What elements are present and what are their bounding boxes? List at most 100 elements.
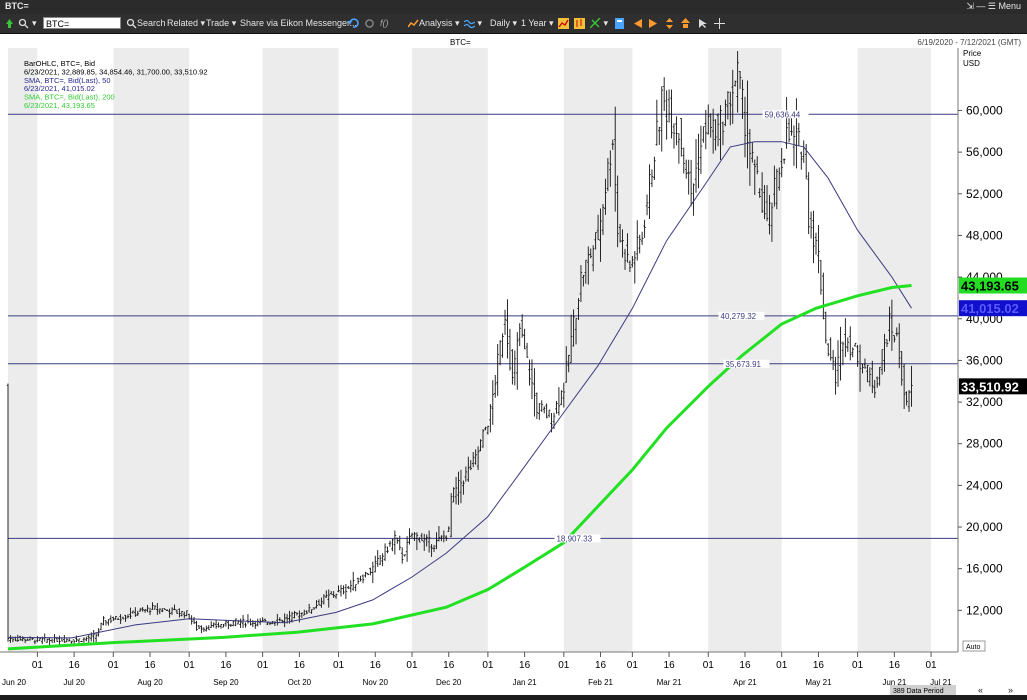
chart-svg[interactable]: 59,636.44 40,279.32 35,673.91 18,907.33 BTC…	[0, 34, 1027, 695]
x-tick-label: 01	[558, 660, 570, 671]
back-nav-icon[interactable]	[4, 17, 15, 30]
month-band	[8, 48, 38, 652]
menu-icon[interactable]: ☰	[987, 1, 996, 11]
legend-entry: BarOHLC, BTC=, Bid	[24, 59, 95, 68]
hline-label: 35,673.91	[725, 360, 761, 369]
legend-entry: 6/23/2021, 43,193.65	[24, 101, 95, 110]
hline-label: 18,907.33	[556, 534, 592, 543]
interval-select[interactable]: Daily ▾	[490, 18, 518, 28]
value-label-bg	[959, 378, 1027, 395]
arrow-left-icon[interactable]	[632, 17, 643, 30]
pin-icon[interactable]: ⇲	[966, 1, 974, 11]
y-tick-label: 48,000	[966, 228, 1003, 242]
x-month-label: Oct 20	[288, 678, 312, 687]
menu-button[interactable]: Menu	[998, 1, 1021, 11]
minimize-button[interactable]: —	[976, 1, 986, 11]
legend-entry: SMA, BTC=, Bid(Last), 50	[24, 76, 111, 85]
value-label: 41,015.02	[961, 301, 1019, 316]
x-month-label: Jan 21	[513, 678, 538, 687]
analysis-menu[interactable]: Analysis ▾	[408, 17, 460, 30]
chart-type-icon[interactable]	[574, 17, 585, 30]
trade-menu[interactable]: Trade ▾	[206, 18, 237, 28]
y-axis-title-price: Price	[963, 49, 982, 58]
scroll-icon[interactable]	[680, 17, 691, 30]
scroll-left-icon[interactable]: «	[978, 685, 983, 695]
y-tick-label: 28,000	[966, 437, 1003, 451]
trade-label: Trade	[206, 18, 230, 28]
x-month-label: Dec 20	[436, 678, 462, 687]
x-tick-label: 01	[333, 660, 345, 671]
page-icon[interactable]	[614, 17, 625, 30]
y-axis-panel	[958, 48, 1027, 652]
range-select[interactable]: 1 Year ▾	[521, 18, 554, 28]
month-band	[411, 48, 488, 652]
data-period-box	[890, 685, 956, 695]
x-tick-label: 01	[406, 660, 418, 671]
line-chart-icon[interactable]	[558, 17, 569, 30]
search-button[interactable]: Search	[126, 17, 166, 30]
search-icon	[126, 18, 137, 29]
window-controls: ⇲ — ☰ Menu	[966, 1, 1021, 12]
x-tick-label: 01	[776, 660, 788, 671]
cursor-icon[interactable]	[698, 17, 709, 30]
x-tick-label: 01	[32, 660, 44, 671]
toolbar: ▾ BTC= Search Related ▾ Trade ▾ Share vi…	[0, 14, 1027, 34]
value-label-bg	[959, 277, 1027, 294]
x-month-label: Jul 21	[930, 678, 952, 687]
hline-label-bg	[762, 110, 809, 119]
scroll-right-icon[interactable]: »	[1008, 685, 1013, 695]
arrow-right-icon[interactable]	[648, 17, 659, 30]
x-axis-ticks: 01 16 01 16 01 16 01 16 01 16 01 16 01 16 01 16 01 16 01 16…	[2, 652, 952, 687]
x-tick-label: 01	[703, 660, 715, 671]
analysis-label: Analysis	[419, 18, 453, 28]
x-month-label: Jul 20	[63, 678, 85, 687]
y-tick-label: 32,000	[966, 395, 1003, 409]
y-tick-label: 52,000	[966, 187, 1003, 201]
ric-input[interactable]: BTC=	[43, 17, 121, 29]
dropdown-chevron-icon[interactable]: ▾	[32, 18, 37, 28]
value-label: 43,193.65	[961, 279, 1019, 294]
back-arrow-icon[interactable]	[348, 17, 359, 30]
y-tick-label: 60,000	[966, 103, 1003, 117]
month-band	[563, 48, 633, 652]
x-tick-label: 16	[370, 660, 382, 671]
x-tick-label: 16	[595, 660, 607, 671]
y-tick-label: 24,000	[966, 478, 1003, 492]
x-tick-label: 16	[443, 660, 455, 671]
x-month-label: May 21	[805, 678, 832, 687]
ohlc-bars	[6, 51, 913, 646]
x-tick-label: 16	[69, 660, 81, 671]
month-band	[113, 48, 190, 652]
crosshair-icon[interactable]	[714, 17, 725, 30]
sma50-line	[7, 141, 912, 639]
zoom-icon[interactable]	[664, 17, 675, 30]
wave-icon[interactable]: ▾	[464, 17, 482, 30]
x-tick-label: 01	[257, 660, 269, 671]
related-menu[interactable]: Related ▾	[167, 18, 206, 28]
x-tick-label: 16	[739, 660, 751, 671]
sma200-line	[7, 284, 912, 651]
legend-entry: 6/23/2021, 41,015.02	[24, 84, 95, 93]
legend-entry: 6/23/2021, 32,889.85, 34,854.46, 31,700.…	[24, 67, 208, 76]
formula-icon[interactable]: f()	[380, 18, 389, 28]
share-button[interactable]: Share via Eikon Messenger...	[240, 18, 358, 28]
interval-label: Daily	[490, 18, 511, 28]
search-label: Search	[137, 18, 166, 28]
search-small-icon[interactable]	[18, 17, 29, 30]
title-bar: BTC= ⇲ — ☰ Menu	[0, 0, 1027, 14]
x-tick-label: 16	[294, 660, 306, 671]
y-tick-label: 56,000	[966, 145, 1003, 159]
chart-analysis-icon	[408, 19, 419, 28]
refresh-icon[interactable]	[364, 17, 375, 30]
y-tick-label: 20,000	[966, 520, 1003, 534]
value-label: 33,510.92	[961, 379, 1019, 394]
legend-entry: SMA, BTC=, Bid(Last), 200	[24, 93, 115, 102]
draw-icon[interactable]: ▾	[590, 17, 608, 30]
auto-scale-button[interactable]	[962, 640, 986, 652]
y-axis-title-unit: USD	[963, 59, 980, 68]
chart-date-range: 6/19/2020 - 7/12/2021 (GMT)	[917, 38, 1021, 47]
price-chart[interactable]: 59,636.44 40,279.32 35,673.91 18,907.33 BTC…	[0, 34, 1027, 695]
x-tick-label: 01	[108, 660, 120, 671]
